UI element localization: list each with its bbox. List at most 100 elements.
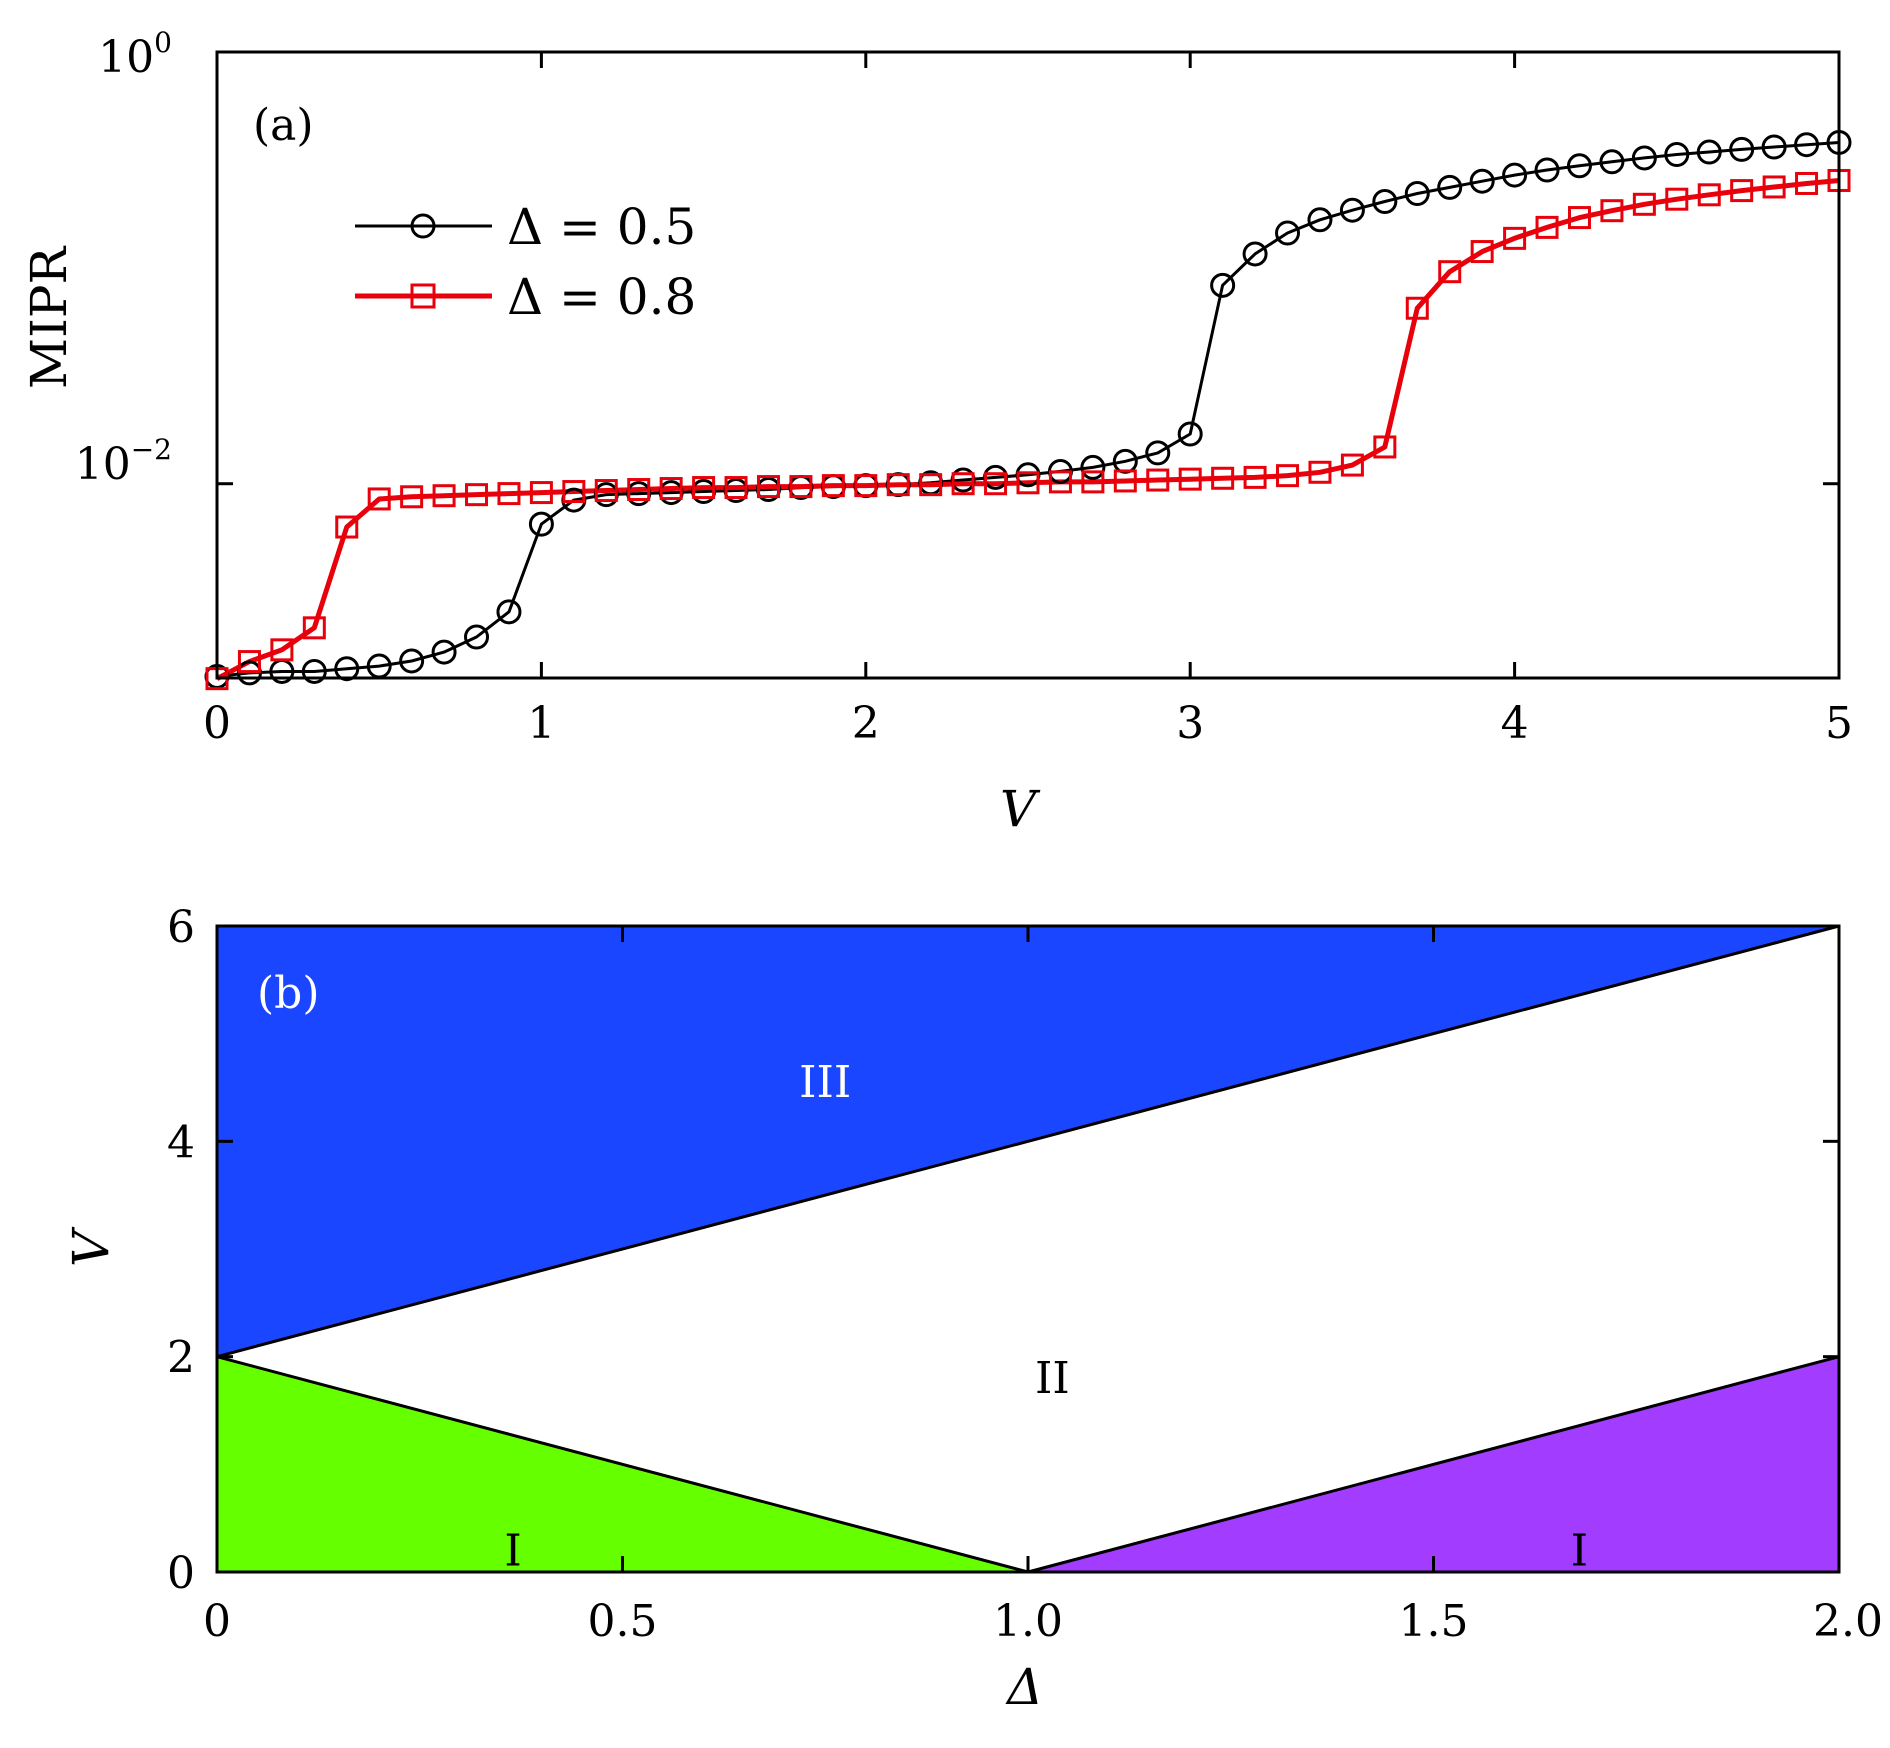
data-point-delta-0-8 (659, 477, 683, 501)
phase-label-ii: II (1035, 1353, 1070, 1404)
data-point-delta-0-5 (1794, 132, 1820, 158)
data-point-delta-0-5 (1566, 153, 1592, 179)
phase-boundary-line (1027, 1355, 1840, 1574)
legend-marker-circle (410, 213, 436, 239)
panel-b-x-axis-label: Δ (1005, 1658, 1043, 1716)
panel-a-label: (a) (253, 100, 314, 151)
data-point-delta-0-8 (1308, 460, 1332, 484)
tick-exponent: −2 (131, 433, 172, 466)
data-point-delta-0-8 (1665, 187, 1689, 211)
phase-boundary-line (216, 1355, 1029, 1574)
data-point-delta-0-8 (1535, 215, 1559, 239)
y-tick-label: 0 (167, 1548, 195, 1599)
data-point-delta-0-8 (1243, 465, 1267, 489)
data-point-delta-0-8 (1048, 470, 1072, 494)
data-point-delta-0-8 (1438, 260, 1462, 284)
data-point-delta-0-8 (1081, 470, 1105, 494)
phase-label-i: I (504, 1525, 521, 1576)
data-point-delta-0-8 (692, 476, 716, 500)
data-point-delta-0-8 (465, 483, 489, 507)
panel-a-ticks: 0 1 2 3 4 5 (203, 50, 1853, 749)
y-tick-label: 6 (167, 902, 195, 953)
data-point-delta-0-8 (1211, 466, 1235, 490)
data-point-delta-0-8 (1340, 453, 1364, 477)
x-tick-label: 5 (1825, 698, 1853, 749)
data-point-delta-0-8 (302, 616, 326, 640)
data-point-delta-0-5 (1275, 220, 1301, 246)
data-point-delta-0-8 (951, 472, 975, 496)
panel-a-ytick-label-top: 100 (98, 26, 172, 83)
tick-exponent: 0 (154, 26, 172, 59)
data-point-delta-0-5 (1404, 181, 1430, 207)
data-point-delta-0-8 (1762, 175, 1786, 199)
panel-a-series-markers (204, 129, 1852, 691)
data-point-delta-0-8 (1697, 183, 1721, 207)
data-point-delta-0-8 (432, 484, 456, 508)
data-point-delta-0-8 (1470, 240, 1494, 264)
data-point-delta-0-8 (1373, 435, 1397, 459)
panel-b-phase-regions (217, 926, 1839, 1572)
phase-boundary-line (216, 924, 1840, 1359)
data-point-delta-0-8 (1178, 467, 1202, 491)
data-point-delta-0-5 (1469, 168, 1495, 194)
data-point-delta-0-5 (1664, 142, 1690, 168)
x-tick-label: 3 (1176, 698, 1204, 749)
data-point-delta-0-8 (1567, 206, 1591, 230)
phase-label-iii: III (799, 1057, 851, 1108)
data-point-delta-0-8 (886, 473, 910, 497)
data-point-delta-0-5 (1372, 188, 1398, 214)
panel-a-y-axis-label: MIPR (20, 246, 78, 390)
data-point-delta-0-8 (1405, 296, 1429, 320)
y-tick-label: 2 (167, 1333, 195, 1384)
data-point-delta-0-8 (1730, 179, 1754, 203)
phase-label-i: I (1571, 1525, 1588, 1576)
x-tick-label: 1.0 (993, 1596, 1063, 1647)
data-point-delta-0-5 (1502, 162, 1528, 188)
data-point-delta-0-8 (1600, 199, 1624, 223)
data-point-delta-0-5 (1339, 197, 1365, 223)
data-point-delta-0-5 (528, 511, 554, 537)
panel-a-x-axis-label: V (1000, 780, 1041, 838)
panel-a-ytick-label-bottom: 10−2 (75, 433, 172, 490)
data-point-delta-0-5 (1534, 157, 1560, 183)
data-point-delta-0-8 (367, 487, 391, 511)
data-point-delta-0-5 (1177, 421, 1203, 447)
data-point-delta-0-8 (497, 482, 521, 506)
data-point-delta-0-5 (1696, 139, 1722, 165)
legend-marker-square (410, 283, 436, 309)
data-point-delta-0-8 (1276, 464, 1300, 488)
data-point-delta-0-5 (1145, 440, 1171, 466)
data-point-delta-0-5 (399, 648, 425, 674)
x-tick-label: 4 (1501, 698, 1529, 749)
legend-entry-delta-0-8: Δ = 0.8 (507, 268, 696, 326)
y-tick-label: 4 (167, 1117, 195, 1168)
panel-a-legend: Δ = 0.5 Δ = 0.8 (355, 198, 696, 326)
data-point-delta-0-8 (1503, 226, 1527, 250)
panel-b-ticks: 0 0.5 1.0 1.5 2.0 0 2 4 6 (167, 902, 1883, 1647)
x-tick-label: 1.5 (1399, 1596, 1469, 1647)
x-tick-label: 0 (203, 1596, 231, 1647)
data-point-delta-0-8 (789, 475, 813, 499)
series-line-delta-0-5 (216, 141, 1840, 678)
panel-b-label: (b) (257, 968, 320, 1019)
data-point-delta-0-8 (270, 638, 294, 662)
data-point-delta-0-5 (301, 658, 327, 684)
x-tick-label: 1 (527, 698, 555, 749)
data-point-delta-0-8 (237, 650, 261, 674)
x-tick-label: 2.0 (1813, 1596, 1883, 1647)
panel-a-axes-frame (215, 50, 1841, 680)
data-point-delta-0-5 (1307, 207, 1333, 233)
data-point-delta-0-8 (594, 479, 618, 503)
phase-region-ii-1 (217, 926, 1839, 1572)
data-point-delta-0-5 (1210, 272, 1236, 298)
data-point-delta-0-8 (400, 485, 424, 509)
data-point-delta-0-5 (1729, 136, 1755, 162)
data-point-delta-0-8 (1632, 192, 1656, 216)
data-point-delta-0-8 (1016, 471, 1040, 495)
data-point-delta-0-5 (1761, 134, 1787, 160)
panel-a-series-lines (215, 141, 1840, 681)
data-point-delta-0-8 (724, 476, 748, 500)
